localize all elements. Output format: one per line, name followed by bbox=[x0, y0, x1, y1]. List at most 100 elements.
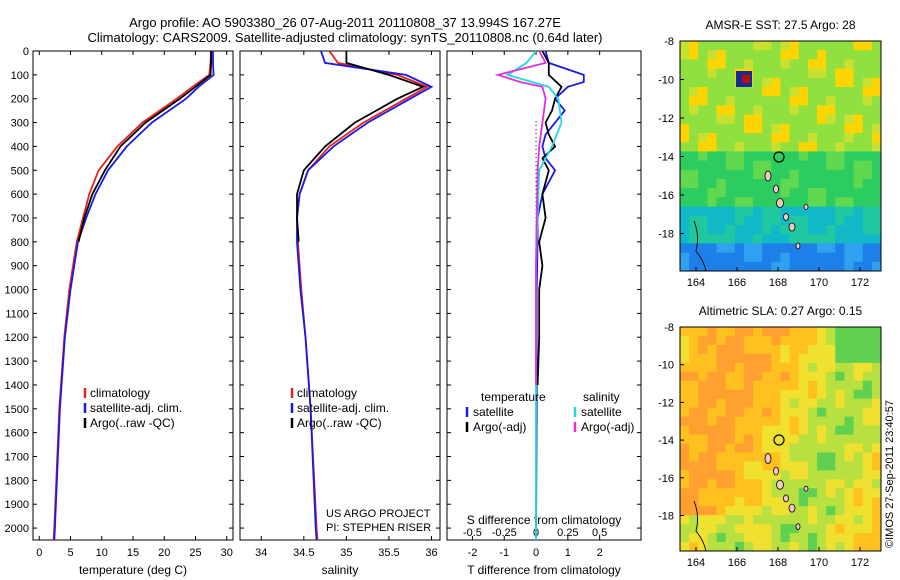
map-cell bbox=[817, 425, 827, 436]
map-cell bbox=[743, 335, 754, 346]
map-cell bbox=[798, 443, 809, 454]
map-cell bbox=[835, 252, 846, 263]
map-cell bbox=[743, 197, 754, 208]
map-cell bbox=[716, 41, 727, 51]
map-cell bbox=[871, 105, 881, 116]
map-cell bbox=[689, 461, 699, 471]
map-cell bbox=[789, 371, 800, 382]
map-cell bbox=[698, 87, 709, 97]
map-cell bbox=[753, 380, 763, 391]
map-cell bbox=[835, 371, 846, 382]
map-cell bbox=[698, 50, 709, 60]
map-cell bbox=[707, 234, 718, 244]
map-cell bbox=[680, 506, 690, 516]
map-cell bbox=[689, 398, 699, 409]
map-cell bbox=[698, 179, 709, 189]
map-cell bbox=[680, 461, 690, 471]
map-cell bbox=[789, 123, 800, 134]
map-cell bbox=[826, 380, 836, 391]
map-x-tick-label: 172 bbox=[851, 557, 869, 569]
map-cell bbox=[716, 197, 727, 208]
map-cell bbox=[689, 488, 699, 498]
map-cell bbox=[835, 179, 846, 189]
map-cell bbox=[707, 515, 718, 525]
map-x-tick-label: 164 bbox=[687, 277, 705, 289]
map-cell bbox=[707, 252, 718, 263]
map-cell bbox=[844, 77, 855, 88]
map-cell bbox=[844, 243, 855, 254]
map-cell bbox=[725, 452, 736, 462]
map-cell bbox=[762, 434, 772, 445]
map-cell bbox=[716, 225, 727, 235]
map-cell bbox=[807, 533, 818, 543]
island-outline bbox=[795, 523, 801, 531]
map-cell bbox=[680, 335, 690, 346]
map-cell bbox=[716, 524, 727, 534]
map-cell bbox=[871, 197, 881, 208]
map-cell bbox=[698, 225, 709, 235]
map-cell bbox=[844, 151, 855, 162]
map-cell bbox=[862, 461, 873, 471]
map-cell bbox=[862, 234, 873, 244]
map-cell bbox=[707, 452, 718, 462]
map-cell bbox=[707, 488, 718, 498]
map-cell bbox=[771, 252, 782, 263]
map-cell bbox=[807, 344, 818, 355]
map-cell bbox=[826, 160, 836, 171]
map-cell bbox=[862, 497, 873, 507]
map-cell bbox=[826, 488, 836, 498]
map-cell bbox=[807, 389, 818, 400]
map-cell bbox=[762, 243, 772, 254]
map-cell bbox=[807, 327, 818, 337]
map-cell bbox=[817, 188, 827, 198]
map-cell bbox=[807, 160, 818, 171]
map-cell bbox=[771, 179, 782, 189]
map-cell bbox=[753, 243, 763, 254]
map-cell bbox=[725, 344, 736, 355]
map-cell bbox=[835, 96, 846, 106]
map-cell bbox=[771, 234, 782, 244]
map-cell bbox=[707, 188, 718, 198]
map-cell bbox=[807, 105, 818, 116]
map-cell bbox=[771, 344, 782, 355]
map-cell bbox=[835, 524, 846, 534]
map-cell bbox=[680, 488, 690, 498]
map-cell bbox=[807, 234, 818, 244]
map-cell bbox=[798, 261, 809, 271]
map-cell bbox=[817, 407, 827, 418]
map-cell bbox=[771, 87, 782, 97]
map-cell bbox=[762, 179, 772, 189]
map-cell bbox=[835, 114, 846, 125]
map-cell bbox=[743, 470, 754, 480]
map-cell bbox=[707, 389, 718, 400]
map-cell bbox=[707, 142, 718, 152]
map-cell bbox=[680, 515, 690, 525]
map-cell bbox=[689, 533, 699, 543]
map-cell bbox=[853, 515, 864, 525]
map-cell bbox=[762, 353, 772, 364]
map-cell bbox=[871, 77, 881, 88]
map-cell bbox=[716, 206, 727, 217]
map-cell bbox=[817, 524, 827, 534]
map-cell bbox=[826, 461, 836, 471]
map-cell bbox=[853, 533, 864, 543]
map-cell bbox=[716, 506, 727, 516]
map-cell bbox=[853, 470, 864, 480]
x-tick-label: 1 bbox=[565, 547, 571, 559]
map-cell bbox=[789, 252, 800, 263]
map-cell bbox=[817, 327, 827, 337]
y-tick-label: 1800 bbox=[5, 475, 29, 487]
map-cell bbox=[789, 470, 800, 480]
map-cell bbox=[698, 443, 709, 454]
map-cell bbox=[862, 362, 873, 373]
map-cell bbox=[871, 497, 881, 507]
map-cell bbox=[844, 327, 855, 337]
map-cell bbox=[734, 87, 745, 97]
map-cell bbox=[707, 362, 718, 373]
map-cell bbox=[707, 479, 718, 489]
map-cell bbox=[725, 542, 736, 551]
map-cell bbox=[871, 327, 881, 337]
map-cell bbox=[780, 533, 791, 543]
map-cell bbox=[734, 327, 745, 337]
map-cell bbox=[762, 335, 772, 346]
